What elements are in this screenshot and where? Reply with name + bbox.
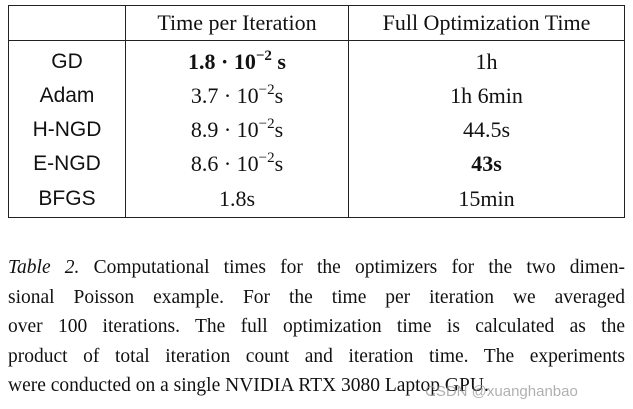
time-cell: 1.8s: [125, 181, 349, 218]
header-row: Time per Iteration Full Optimization Time: [8, 5, 625, 41]
header-cell: Time per Iteration: [125, 5, 349, 41]
header-text: Full Optimization Time: [382, 10, 591, 35]
full-time-cell: 1h 6min: [348, 79, 625, 113]
table-row: Adam 3.7 · 10−2s 1h 6min: [8, 79, 625, 113]
caption-line: were conducted on a single NVIDIA RTX 30…: [8, 371, 625, 401]
time-exponent: −2: [258, 116, 275, 132]
caption-label: Table 2.: [8, 257, 80, 278]
method-name: BFGS: [38, 187, 96, 210]
full-time-cell: 43s: [348, 147, 625, 181]
caption-line: over 100 iterations. The full optimizati…: [8, 312, 625, 342]
method-name: GD: [51, 50, 83, 73]
header-text: Time per Iteration: [157, 10, 317, 35]
time-cell: 8.6 · 10−2s: [125, 147, 349, 181]
method-cell: E-NGD: [8, 147, 126, 181]
header-cell: [8, 5, 126, 41]
method-cell: GD: [8, 40, 126, 79]
time-base: 8.6 · 10: [190, 151, 259, 176]
time-unit: s: [274, 83, 284, 108]
method-name: Adam: [39, 84, 95, 107]
caption-text: sional Poisson example. For the time per…: [8, 286, 625, 308]
time-unit: s: [271, 49, 286, 74]
full-time-cell: 44.5s: [348, 113, 625, 147]
caption-text: product of total iteration count and ite…: [8, 345, 625, 367]
method-cell: Adam: [8, 79, 126, 113]
time-cell: 8.9 · 10−2s: [125, 113, 349, 147]
watermark: CSDN @xuanghanbao: [425, 383, 578, 400]
caption-line: sional Poisson example. For the time per…: [8, 283, 625, 313]
full-time: 44.5s: [462, 117, 511, 142]
caption-line: Table 2. Computational times for the opt…: [8, 253, 625, 283]
time-cell: 1.8 · 10−2 s: [125, 40, 349, 79]
full-time: 15min: [458, 186, 515, 211]
time-cell: 3.7 · 10−2s: [125, 79, 349, 113]
time-exponent: −2: [258, 82, 275, 98]
table-row: H-NGD 8.9 · 10−2s 44.5s: [8, 113, 625, 147]
caption-line: product of total iteration count and ite…: [8, 342, 625, 372]
table-row: E-NGD 8.6 · 10−2s 43s: [8, 147, 625, 181]
full-time: 43s: [471, 151, 502, 176]
method-cell: BFGS: [8, 181, 126, 218]
time-unit: s: [274, 117, 284, 142]
time-exponent: −2: [255, 48, 272, 64]
method-name: H-NGD: [32, 118, 102, 141]
time-base: 1.8s: [218, 186, 256, 211]
results-table: Time per Iteration Full Optimization Time…: [8, 5, 625, 218]
method-cell: H-NGD: [8, 113, 126, 147]
caption-text: were conducted on a single NVIDIA RTX 30…: [8, 375, 489, 396]
method-name: E-NGD: [33, 152, 101, 175]
time-base: 3.7 · 10: [190, 83, 259, 108]
caption-text: over 100 iterations. The full optimizati…: [8, 316, 625, 337]
time-base: 1.8 · 10: [188, 49, 256, 74]
full-time-cell: 1h: [348, 40, 625, 79]
full-time: 1h: [475, 49, 498, 74]
caption: Table 2. Computational times for the opt…: [8, 253, 625, 401]
time-unit: s: [274, 151, 284, 176]
header-cell: Full Optimization Time: [348, 5, 625, 41]
full-time: 1h 6min: [450, 83, 523, 108]
table-row: GD 1.8 · 10−2 s 1h: [8, 40, 625, 79]
full-time-cell: 15min: [348, 181, 625, 218]
table-row: BFGS 1.8s 15min: [8, 181, 625, 218]
time-exponent: −2: [258, 150, 275, 166]
caption-text: Computational times for the optimizers f…: [79, 257, 625, 278]
time-base: 8.9 · 10: [190, 117, 259, 142]
